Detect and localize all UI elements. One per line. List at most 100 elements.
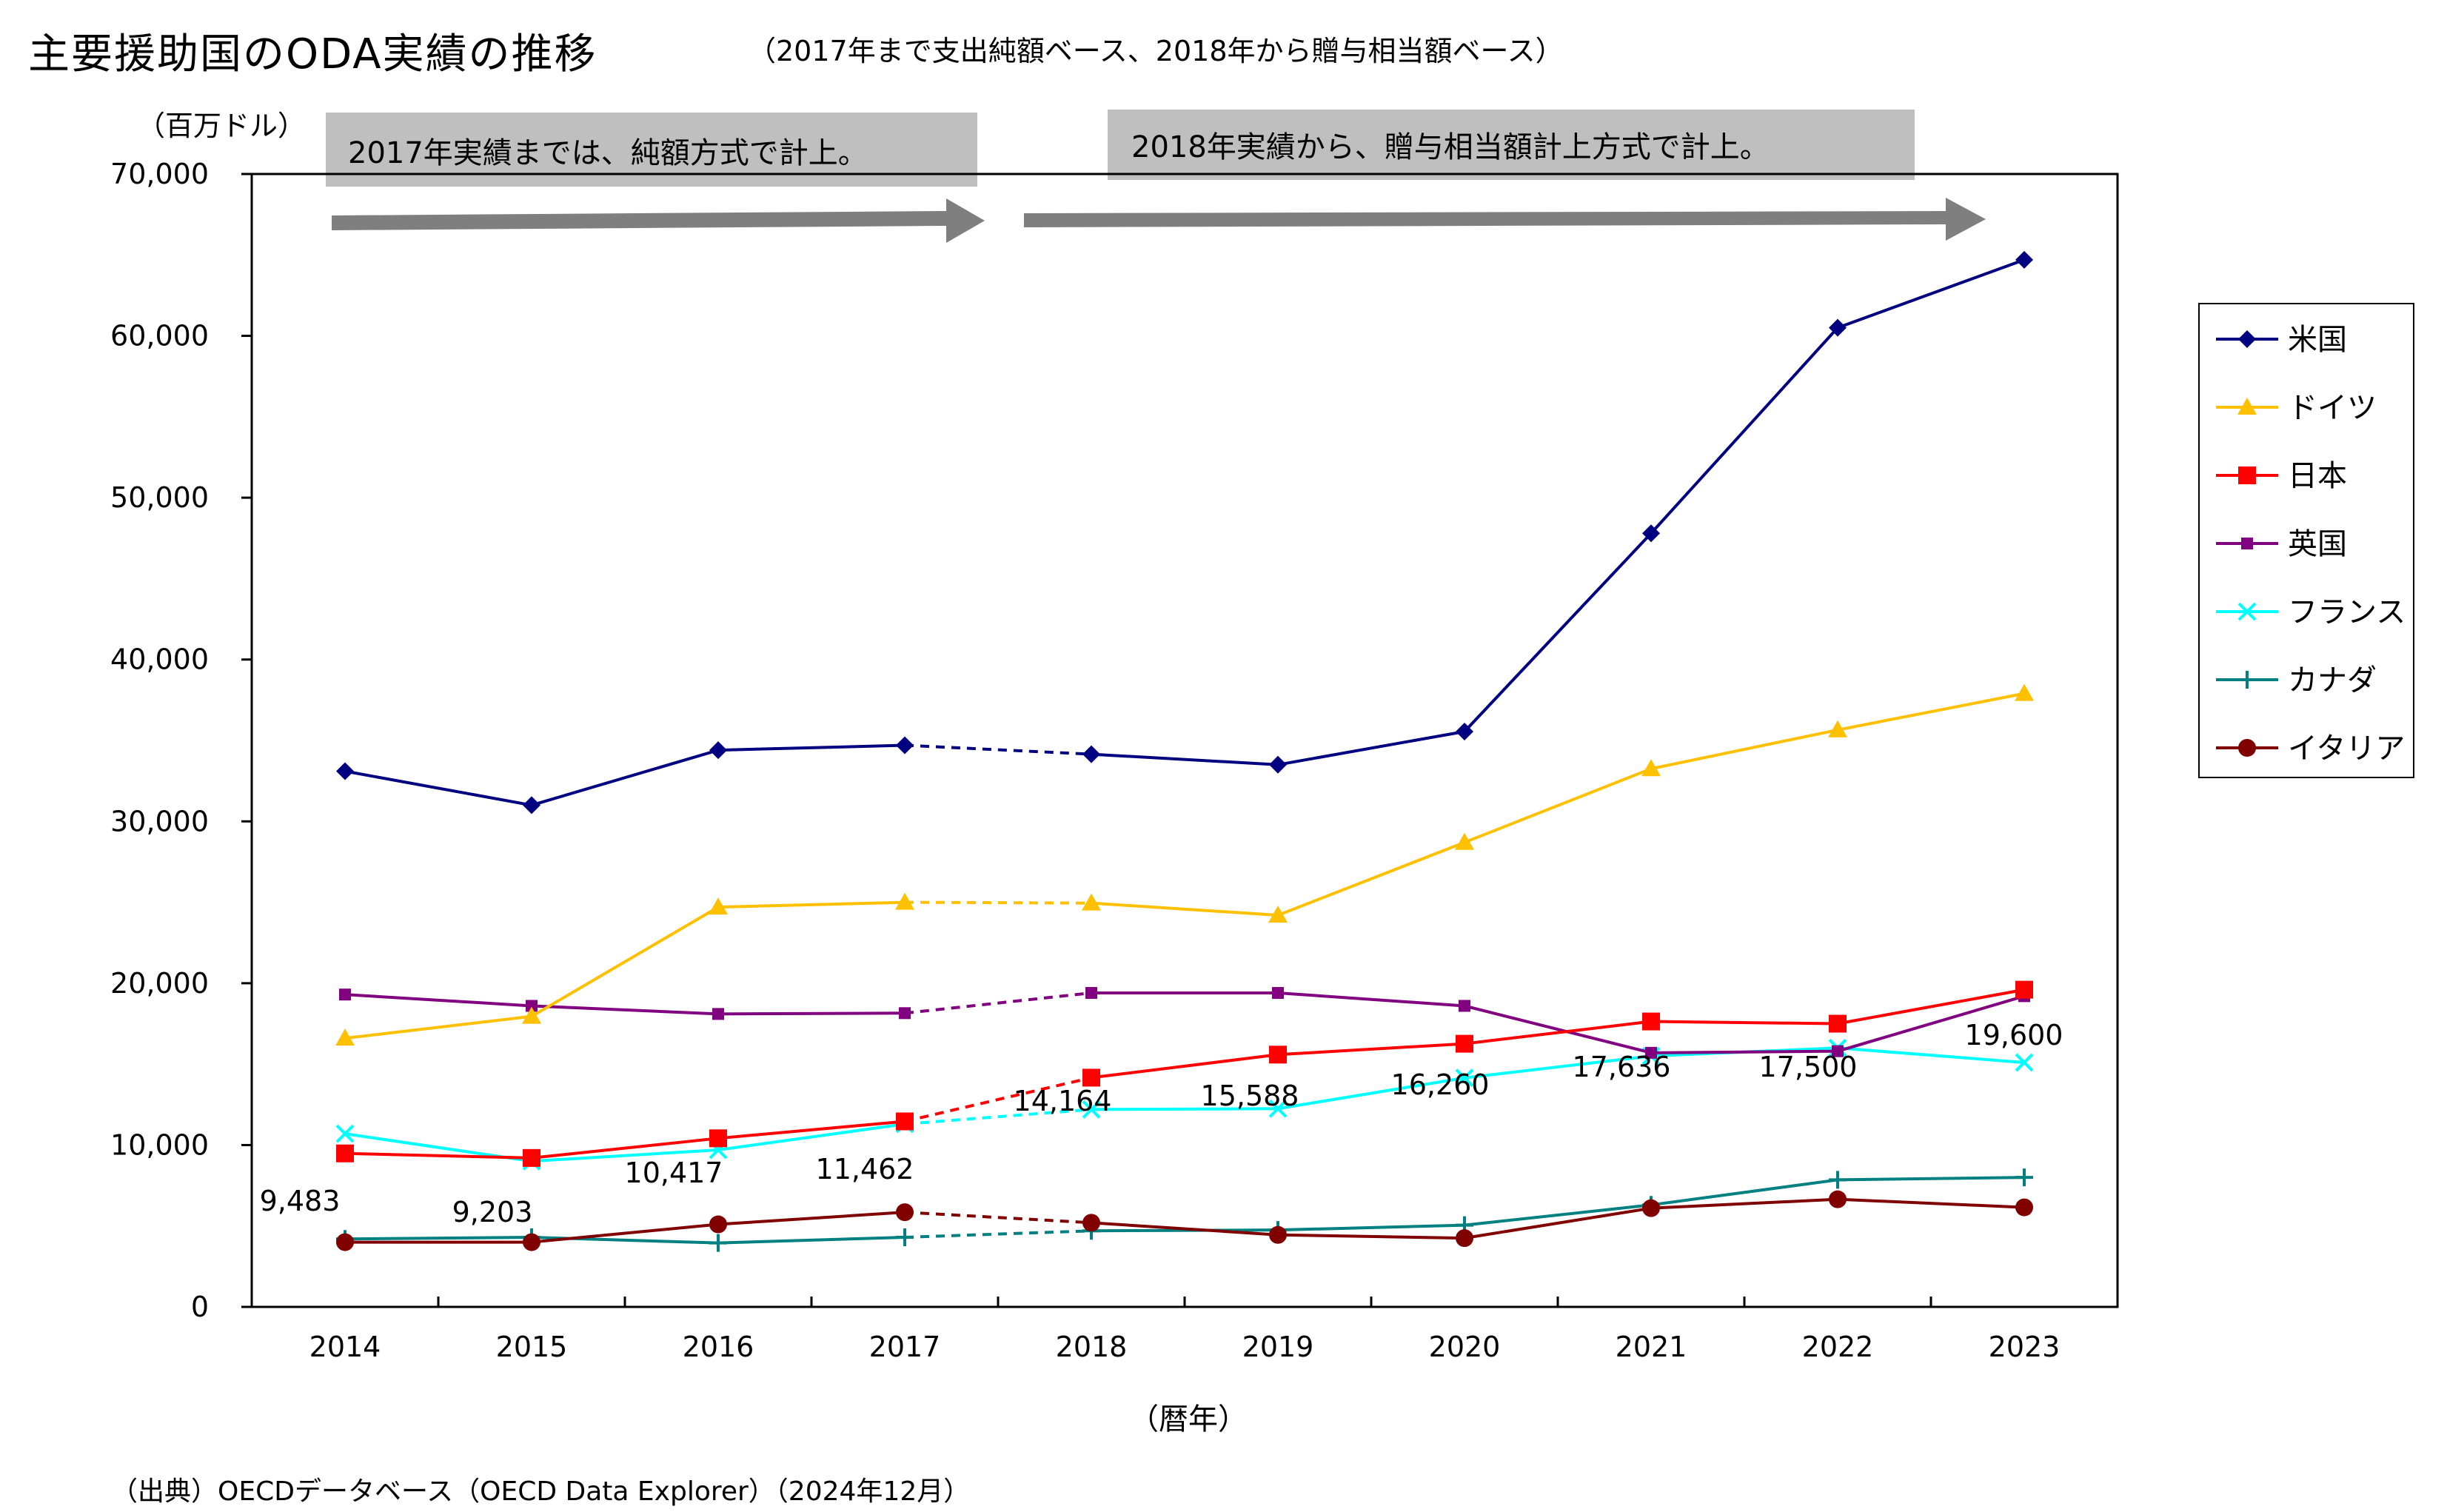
data-point xyxy=(523,1148,540,1167)
data-point xyxy=(2015,250,2033,269)
data-point xyxy=(2015,683,2034,701)
series-line-segment xyxy=(1277,1042,1465,1057)
series-line-segment xyxy=(1650,1197,1838,1210)
data-point xyxy=(1082,745,1100,763)
series-line-segment xyxy=(717,1120,906,1140)
data-point xyxy=(709,741,727,760)
data-point xyxy=(1828,720,1847,737)
series-line-segment xyxy=(531,1148,719,1163)
data-point xyxy=(896,1228,914,1247)
data-point xyxy=(1268,906,1288,923)
legend-swatch-marker xyxy=(2237,602,2257,621)
legend-swatch-marker xyxy=(2238,739,2256,757)
legend-item-イタリア: イタリア xyxy=(2216,732,2405,766)
x-tick-label: 2020 xyxy=(1429,1331,1501,1363)
series-line-segment xyxy=(344,1151,532,1160)
data-point xyxy=(1456,722,1473,740)
data-point xyxy=(335,1028,355,1046)
data-point xyxy=(896,736,914,755)
data-point xyxy=(1085,986,1097,999)
legend-item-ドイツ: ドイツ xyxy=(2216,391,2377,425)
banner-right-text: 2018年実績から、贈与相当額計上方式で計上。 xyxy=(1131,130,1770,164)
series-line-segment xyxy=(344,1014,532,1040)
legend-item-米国: 米国 xyxy=(2216,323,2347,357)
data-point xyxy=(1642,1199,1660,1217)
series-line-segment xyxy=(1464,767,1652,844)
banner-left-text: 2017年実績までは、純額方式で計上。 xyxy=(348,136,868,170)
data-label-japan: 9,203 xyxy=(452,1196,533,1228)
data-point xyxy=(1082,1214,1100,1232)
legend-item-日本: 日本 xyxy=(2216,459,2347,493)
arrow-left xyxy=(332,198,985,243)
data-label-japan: 15,588 xyxy=(1201,1080,1299,1112)
series-line-segment xyxy=(1277,991,1465,1008)
legend-swatch-marker xyxy=(2237,398,2257,415)
data-point xyxy=(2015,980,2033,999)
y-tick-label: 50,000 xyxy=(110,481,209,514)
data-point xyxy=(1642,524,1660,543)
data-point xyxy=(899,1007,911,1020)
data-point xyxy=(1269,1225,1287,1244)
series-line-segment xyxy=(1464,1004,1652,1054)
data-point xyxy=(526,1000,538,1012)
series-line-segment xyxy=(1837,258,2025,330)
series-line-segment xyxy=(1277,730,1465,766)
data-point xyxy=(1642,1012,1660,1031)
arrow-right xyxy=(1024,198,1986,241)
data-point xyxy=(522,1006,541,1024)
legend-item-カナダ: カナダ xyxy=(2216,663,2377,698)
series-line-segment xyxy=(344,1236,532,1241)
y-tick-label: 40,000 xyxy=(110,643,209,676)
data-point xyxy=(1832,1045,1844,1057)
data-point xyxy=(1455,832,1474,850)
x-axis-label: （暦年） xyxy=(1129,1402,1248,1436)
y-tick-label: 10,000 xyxy=(110,1128,209,1161)
data-point xyxy=(1082,1068,1100,1087)
data-label-japan: 16,260 xyxy=(1391,1068,1490,1101)
series-line-segment xyxy=(1837,994,2025,1053)
series-line-segment xyxy=(1650,327,1839,535)
legend-swatch-marker xyxy=(2241,538,2253,549)
data-point xyxy=(523,796,540,814)
x-tick-label: 2018 xyxy=(1056,1331,1128,1363)
series-ドイツ xyxy=(335,683,2034,1046)
data-label-japan: 14,164 xyxy=(1014,1085,1112,1117)
series-line-segment xyxy=(1650,1020,1838,1026)
legend-label: ドイツ xyxy=(2288,391,2377,425)
series-line-segment xyxy=(717,900,906,909)
series-line-segment xyxy=(1464,1203,1652,1227)
data-point xyxy=(709,1215,727,1234)
series-line-segment xyxy=(904,991,1092,1015)
data-point xyxy=(712,1008,724,1020)
data-point xyxy=(896,1203,914,1222)
series-line-segment xyxy=(1463,532,1653,733)
series-カナダ xyxy=(336,1168,2033,1252)
data-point xyxy=(709,897,728,915)
x-tick-label: 2022 xyxy=(1802,1331,1874,1363)
legend-label: 日本 xyxy=(2288,459,2347,493)
series-line-segment xyxy=(1650,1178,1838,1207)
legend-swatch-marker xyxy=(2238,466,2256,484)
series-line-segment xyxy=(344,993,532,1008)
data-point xyxy=(1645,1046,1657,1059)
data-point xyxy=(1459,1000,1470,1012)
legend-label: イタリア xyxy=(2288,732,2405,766)
series-line-segment xyxy=(717,1123,906,1151)
y-tick-label: 70,000 xyxy=(110,158,209,190)
y-axis-label: （百万ドル） xyxy=(137,110,306,142)
legend-box xyxy=(2198,303,2414,778)
series-日本 xyxy=(336,980,2033,1167)
series-line-segment xyxy=(717,743,906,752)
series-line-segment xyxy=(1650,728,1838,771)
data-point xyxy=(2015,1053,2034,1072)
data-point xyxy=(2015,1198,2033,1217)
data-label-japan: 17,500 xyxy=(1759,1051,1858,1083)
x-tick-label: 2021 xyxy=(1616,1331,1687,1363)
series-line-segment xyxy=(1837,1176,2025,1182)
data-point xyxy=(336,1144,354,1163)
legend-item-フランス: フランス xyxy=(2216,595,2406,629)
x-tick-label: 2014 xyxy=(309,1331,381,1363)
series-line-segment xyxy=(1464,1054,1652,1080)
data-point xyxy=(339,989,351,1001)
x-tick-label: 2016 xyxy=(683,1331,754,1363)
